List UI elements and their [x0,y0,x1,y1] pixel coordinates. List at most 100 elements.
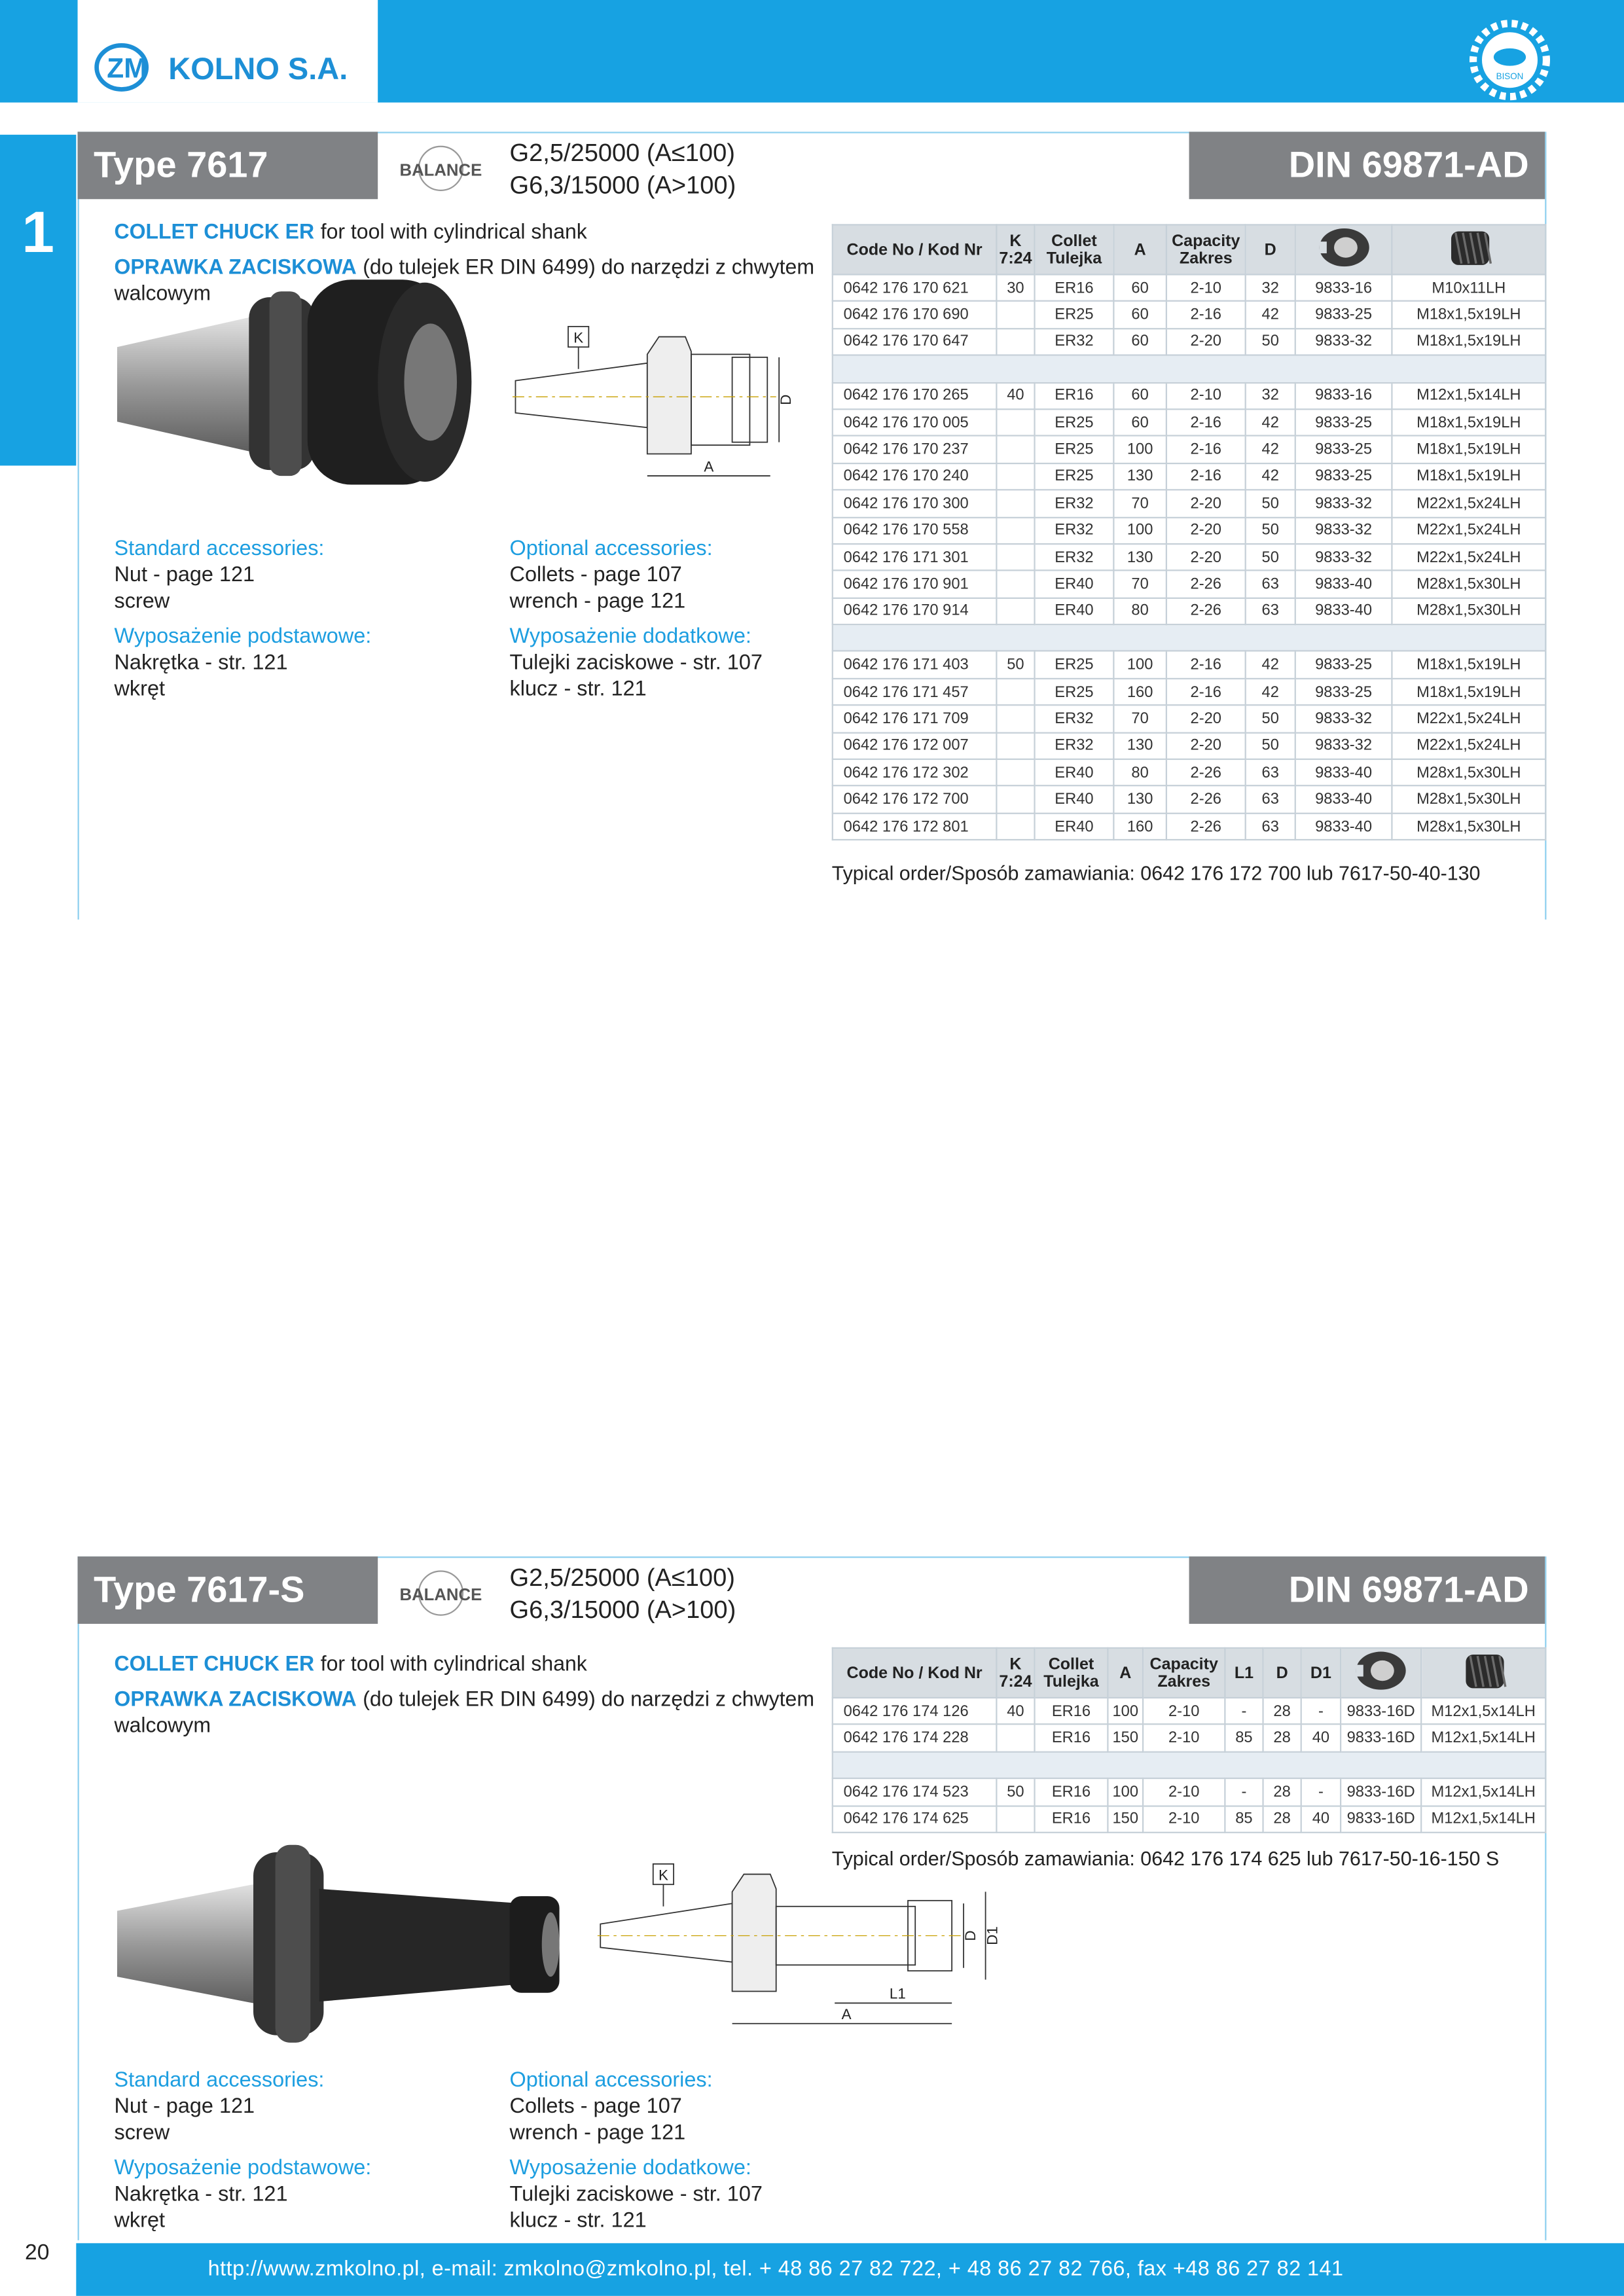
table-cell: 40 [1300,1723,1342,1753]
code-cell: 0642 176 172 302 [831,758,998,787]
table-cell: 2-16 [1165,408,1246,437]
accessories: Optional accessories: Collets - page 107 w… [510,2068,713,2147]
dimension-label: L1 [890,1986,906,2002]
k-cell [996,597,1036,626]
header-line: Capacity [1149,1655,1218,1673]
table-cell: ER40 [1034,569,1115,599]
accessory-item: wkręt [114,2209,166,2233]
k-cell [996,516,1036,545]
k-cell [996,1723,1036,1753]
accessories-heading: Standard accessories: [114,537,325,561]
bison-badge: BISON [1469,20,1551,101]
header-cell: Code No / Kod Nr [831,1647,998,1699]
code-cell: 0642 176 170 005 [831,408,998,437]
table-row: 0642 176 170 914 ER40 80 2-26 63 9833-40 M28x1… [831,597,1547,626]
table-cell: ER40 [1034,597,1115,626]
chapter-number: 1 [22,200,55,265]
table-cell: 28 [1262,1778,1302,1806]
description-bold: OPRAWKA ZACISKOWA [114,256,357,280]
frame-left [77,132,79,920]
screw-thread [1469,232,1477,264]
table-cell: M28x1,5x30LH [1391,597,1547,626]
accessories-heading: Wyposażenie podstawowe: [114,625,372,649]
product-table: Code No / Kod Nr K 7:24 Collet Tulejka A Capac… [831,1647,1547,1833]
code-cell: 0642 176 174 523 [831,1778,998,1806]
table-cell: 9833-32 [1294,543,1393,572]
product-photo [117,279,472,485]
table-cell: 9833-25 [1294,651,1393,679]
taper [117,1881,268,2006]
accessory-item: klucz - str. 121 [509,2209,647,2233]
code-cell: 0642 176 170 914 [831,597,998,626]
header-line: Collet [1051,232,1097,250]
table-cell: 9833-25 [1294,408,1393,437]
din-bar: DIN 69871-AD [1189,1556,1545,1624]
accessories-heading: Wyposażenie podstawowe: [114,2157,372,2181]
description: COLLET CHUCK ER for tool with cylindrical… [114,1652,831,1740]
order-example: Typical order/Sposób zamawiania: 0642 17… [831,862,1481,885]
table-cell: M22x1,5x24LH [1391,516,1547,545]
table-cell: ER32 [1034,489,1115,518]
table-cell: M22x1,5x24LH [1391,731,1547,761]
accessory-item: wkręt [114,677,166,702]
table-cell: 50 [1244,731,1296,761]
screw-thread [1483,232,1492,264]
table-cell: 130 [1113,785,1168,814]
k-cell [996,677,1036,706]
code-cell: 0642 176 170 621 [831,274,998,302]
spacer-cell [831,624,1547,653]
description-line: OPRAWKA ZACISKOWA (do tulejek ER DIN 6499… [114,1687,831,1740]
code-cell: 0642 176 171 403 [831,651,998,679]
table-cell: 130 [1113,462,1168,491]
k-cell [996,408,1036,437]
table-cell: 100 [1113,516,1168,545]
k-cell: 50 [996,1778,1036,1806]
table-row: 0642 176 171 457 ER25 160 2-16 42 9833-25 M18x… [831,677,1547,706]
table-cell: ER32 [1034,516,1115,545]
accessories-heading: Standard accessories: [114,2069,325,2092]
k-cell [996,435,1036,464]
table-cell: M18x1,5x19LH [1391,327,1547,357]
table-cell: - [1300,1696,1342,1726]
table-row: 0642 176 174 228 ER16 150 2-10 85 28 40 9833-16… [831,1723,1547,1753]
table-cell: 60 [1113,327,1168,357]
table-cell: 100 [1113,651,1168,679]
table-cell: 70 [1113,489,1168,518]
table-cell: 9833-16 [1294,381,1393,410]
accessories: Wyposażenie podstawowe: Nakrętka - str. 1… [114,2155,371,2234]
header-cell: K 7:24 [996,1647,1036,1699]
code-cell: 0642 176 171 457 [831,677,998,706]
table-cell: 28 [1262,1804,1302,1833]
table-cell: 50 [1244,327,1296,357]
accessory-item: Collets - page 107 [509,2095,682,2119]
table-cell: 85 [1224,1804,1264,1833]
din-standard: DIN 69871-AD [1288,1570,1529,1611]
k-cell: 40 [996,1696,1036,1726]
table-cell: - [1300,1778,1342,1806]
k-cell [996,758,1036,787]
title-bar: Type 7617-S [77,1556,378,1624]
table-cell: - [1224,1778,1264,1806]
table-cell: 9833-32 [1294,327,1393,357]
header-line: K [1009,1655,1022,1673]
table-row: 0642 176 170 558 ER32 100 2-20 50 9833-32 M22x… [831,516,1547,545]
header-row: Code No / Kod Nr K 7:24 Collet Tulejka A Capac… [831,1647,1547,1699]
table-cell: 60 [1113,408,1168,437]
table-row: 0642 176 171 709 ER32 70 2-20 50 9833-32 M22x1… [831,704,1547,734]
accessory-item: Nut - page 121 [114,2095,255,2119]
header-cell: A [1107,1647,1144,1699]
table-cell: 9833-40 [1294,569,1393,599]
header-cell: Collet Tulejka [1034,1647,1109,1699]
screw-thread [1454,232,1463,264]
table-row: 0642 176 172 700 ER40 130 2-26 63 9833-40 M28x… [831,785,1547,814]
table-cell: 42 [1244,300,1296,329]
k-cell [996,300,1036,329]
description-line: COLLET CHUCK ER for tool with cylindrical… [114,1652,831,1678]
table-cell: 9833-25 [1294,677,1393,706]
code-cell: 0642 176 170 647 [831,327,998,357]
header-cell: Capacity Zakres [1165,224,1246,276]
table-cell: 42 [1244,435,1296,464]
balance-grade: G6,3/15000 (A>100) [509,1596,736,1624]
frame-top [77,132,1545,134]
